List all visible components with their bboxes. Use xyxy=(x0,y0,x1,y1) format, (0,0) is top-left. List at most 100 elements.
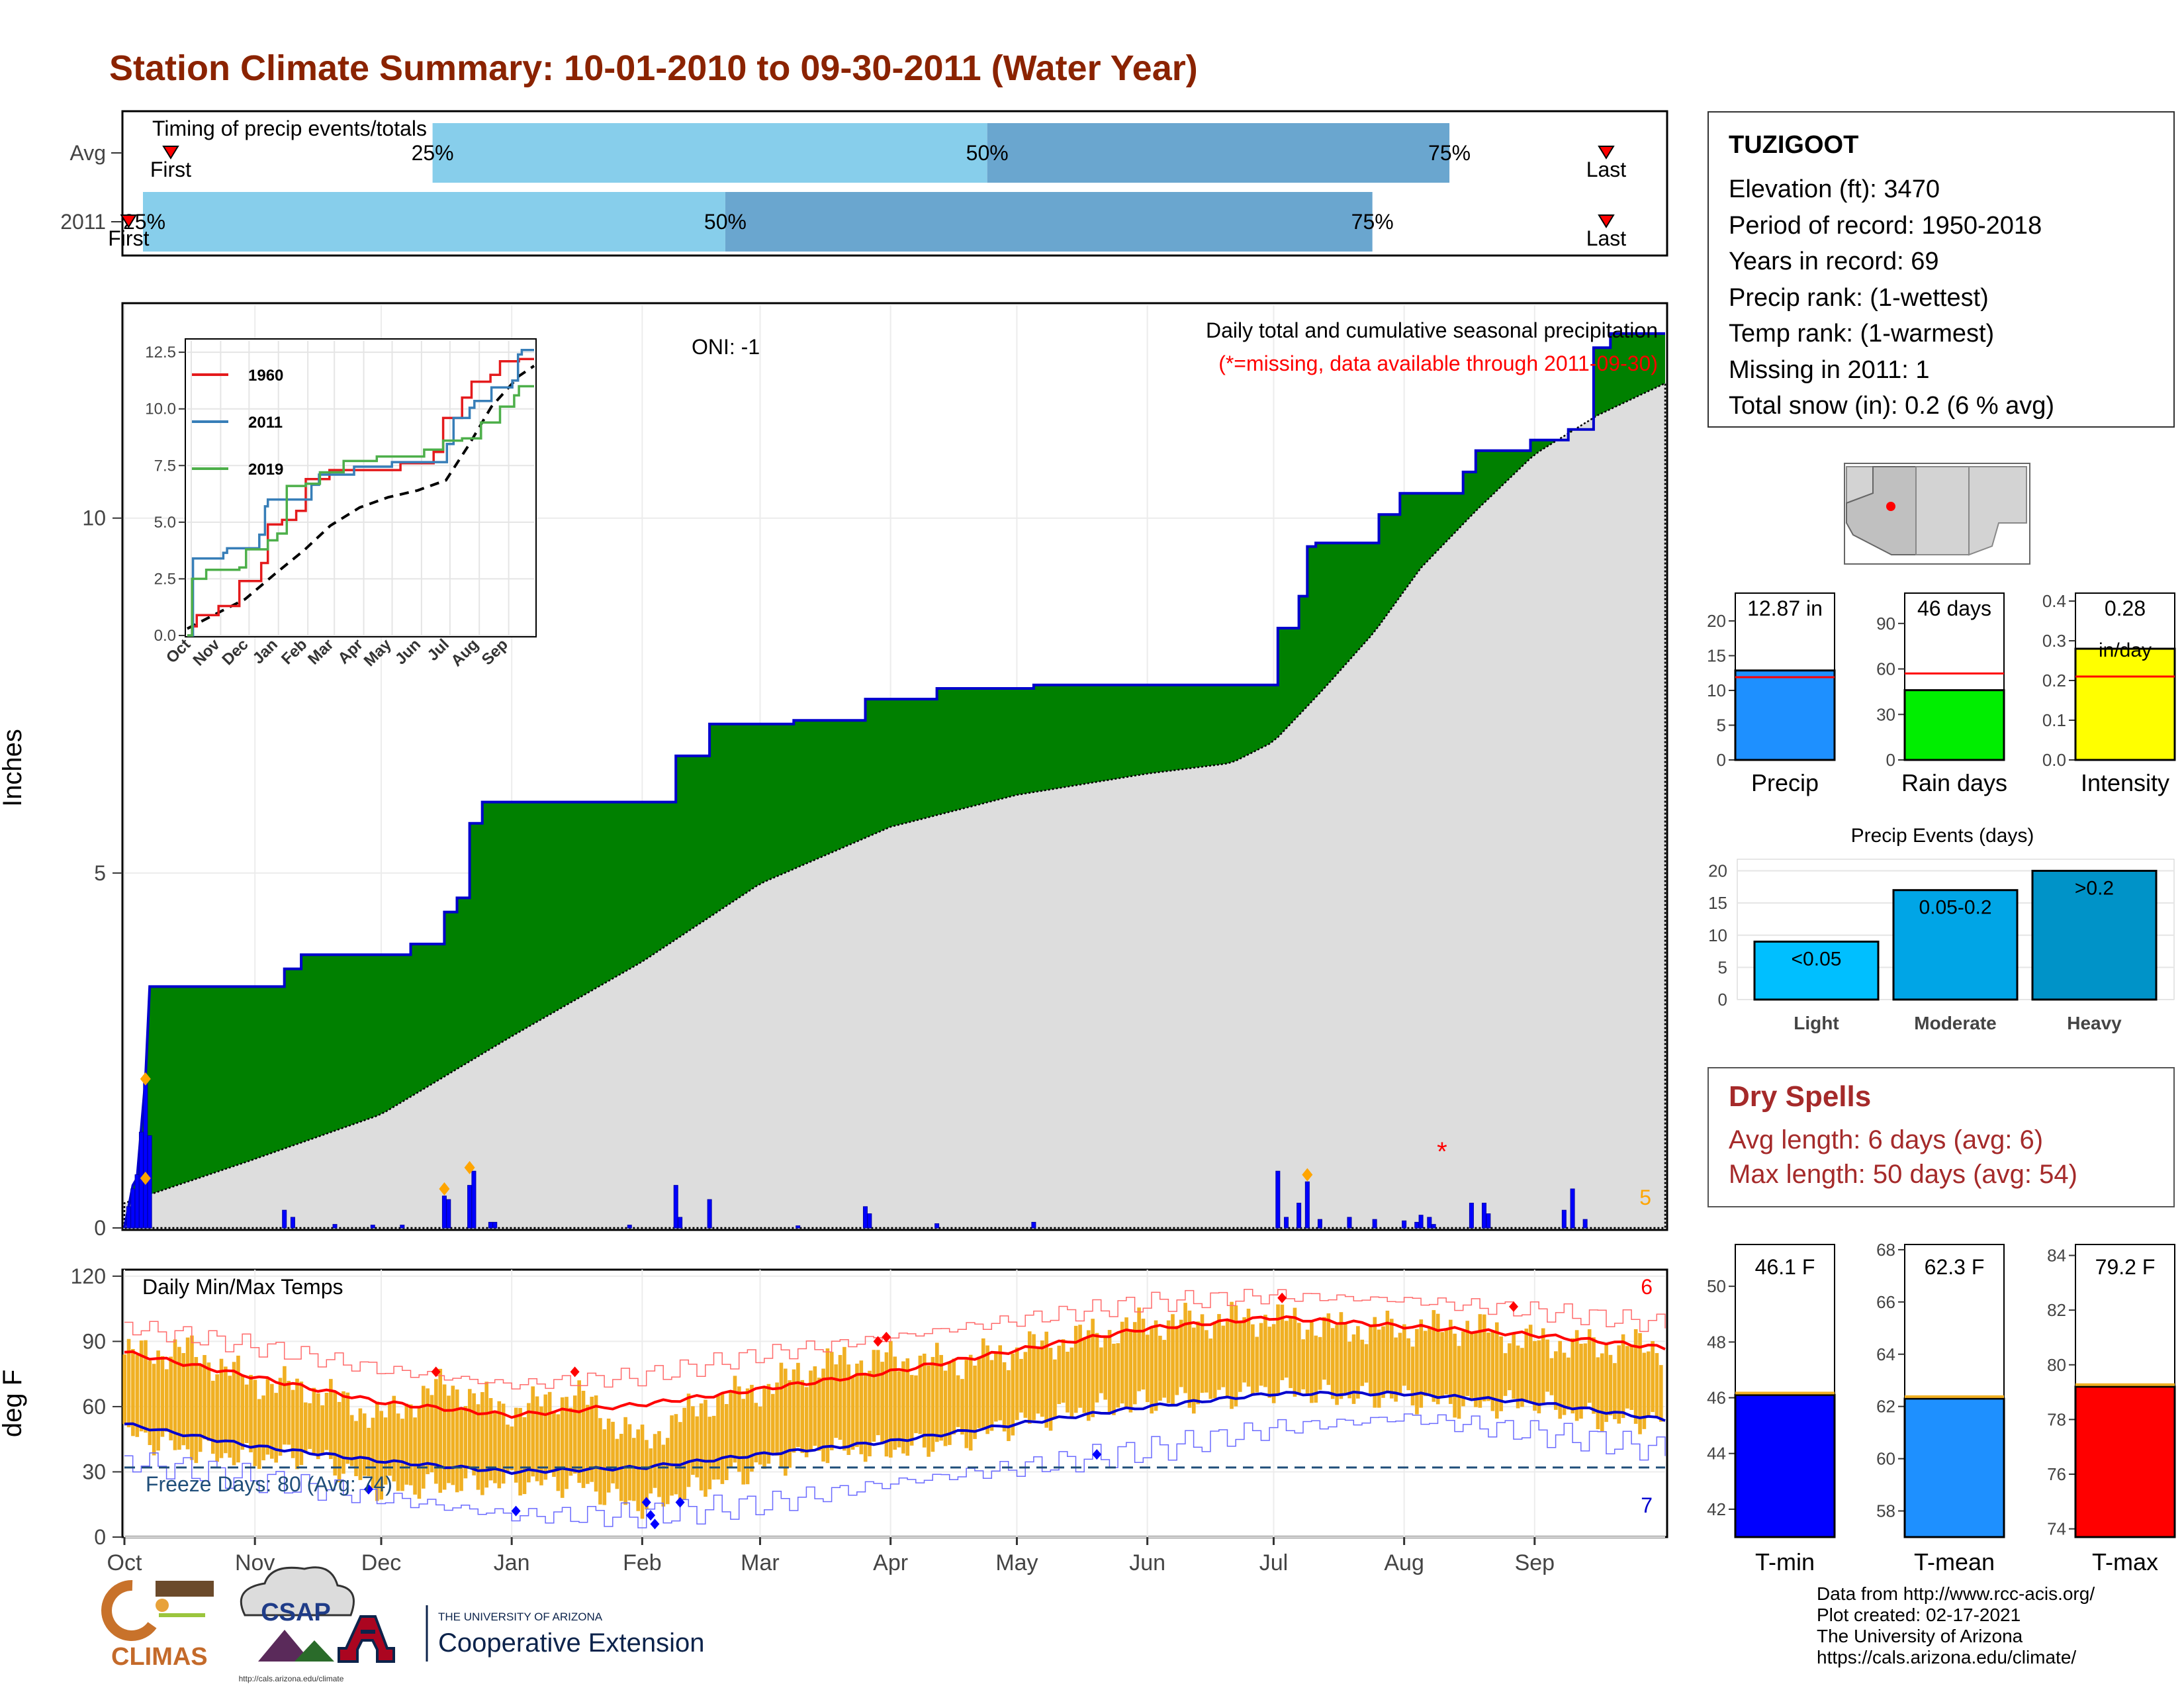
daily-precip-bar xyxy=(1431,1224,1436,1229)
daily-precip-bar xyxy=(488,1221,493,1229)
daily-temp-bar xyxy=(1002,1362,1007,1432)
daily-temp-bar xyxy=(1301,1339,1305,1389)
precip-y-label: Inches xyxy=(0,729,27,807)
daily-temp-bar xyxy=(152,1364,156,1456)
daily-temp-bar xyxy=(518,1407,522,1496)
daily-temp-bar xyxy=(543,1394,548,1480)
summary-bar-label: Intensity xyxy=(2081,769,2169,796)
precip-corner-count: 5 xyxy=(1639,1186,1651,1209)
x-tick-label: Nov xyxy=(235,1550,275,1575)
daily-temp-bar xyxy=(1592,1337,1596,1414)
daily-temp-bar xyxy=(1044,1331,1048,1428)
daily-temp-bar xyxy=(821,1368,825,1462)
daily-record-marker xyxy=(140,1171,151,1185)
y-tick-label: 60 xyxy=(82,1395,106,1419)
daily-temp-bar xyxy=(939,1354,943,1441)
avg-min-line xyxy=(124,1390,1666,1476)
x-tick-label: Sep xyxy=(1515,1550,1555,1575)
daily-temp-bar xyxy=(674,1414,678,1495)
record-low-marker xyxy=(363,1483,373,1495)
temp-bar-value-label: 46.1 F xyxy=(1755,1255,1815,1279)
events-y-tick-label: 15 xyxy=(1708,893,1727,913)
daily-temp-bar xyxy=(1137,1307,1141,1391)
daily-temp-bar xyxy=(1322,1317,1326,1380)
timing-pct-label: 50% xyxy=(966,141,1009,165)
daily-record-marker xyxy=(464,1160,475,1174)
precip-caption: Daily total and cumulative seasonal prec… xyxy=(1206,318,1658,342)
daily-temp-bar xyxy=(257,1399,261,1469)
x-tick-label: Jan xyxy=(494,1550,530,1575)
daily-temp-bar xyxy=(1524,1329,1529,1401)
daily-precip-bar xyxy=(471,1170,477,1229)
freeze-days-label: Freeze Days: 80 (Avg: 74) xyxy=(146,1472,392,1496)
daily-precip-bar xyxy=(332,1224,338,1229)
record-min-line xyxy=(124,1413,1666,1528)
timing-marker xyxy=(1598,146,1615,160)
daily-temp-bar xyxy=(1567,1357,1570,1410)
daily-temp-bar xyxy=(215,1374,219,1462)
daily-temp-bar xyxy=(1019,1358,1023,1413)
daily-temp-bar xyxy=(686,1393,691,1487)
events-y-tick-label: 0 xyxy=(1718,990,1727,1009)
events-bar-label: 0.05-0.2 xyxy=(1919,897,1991,919)
temp-bar-y-tick-label: 64 xyxy=(1876,1344,1895,1364)
daily-temp-bar xyxy=(135,1354,140,1437)
csap-logo-text: CSAP xyxy=(261,1599,331,1626)
arizona-map xyxy=(1844,463,2030,565)
temp-bar-y-tick-label: 80 xyxy=(2047,1355,2066,1375)
events-y-tick-label: 10 xyxy=(1708,925,1727,945)
temp-bar-value-label: 79.2 F xyxy=(2095,1255,2156,1279)
daily-temp-bar xyxy=(868,1370,872,1457)
daily-temp-bar xyxy=(1402,1324,1406,1386)
daily-temp-bar xyxy=(422,1385,426,1489)
inset-series-1960 xyxy=(187,357,534,637)
x-tick-label: May xyxy=(995,1550,1038,1575)
daily-temp-bar xyxy=(1234,1305,1238,1407)
daily-temp-bar xyxy=(796,1362,800,1447)
daily-temp-bar xyxy=(834,1364,838,1438)
daily-temp-bar xyxy=(1369,1324,1373,1395)
temp-bar-y-tick-label: 58 xyxy=(1876,1501,1895,1521)
daily-temp-bar xyxy=(1558,1340,1562,1419)
daily-temp-bar xyxy=(905,1358,910,1456)
daily-temp-bar xyxy=(800,1380,805,1454)
events-bar-label: <0.05 xyxy=(1792,948,1842,970)
temp-bar-y-tick-label: 48 xyxy=(1707,1332,1726,1352)
inset-chart: 0.02.55.07.510.012.5OctNovDecJanFebMarAp… xyxy=(145,338,537,670)
daily-temp-bar xyxy=(1305,1329,1310,1394)
timing-bar-late xyxy=(987,123,1450,183)
daily-temp-bar xyxy=(1230,1301,1234,1409)
inset-series-2019 xyxy=(187,385,534,637)
temp-bar-y-tick-label: 44 xyxy=(1707,1444,1726,1464)
daily-temp-bar xyxy=(1225,1321,1230,1397)
daily-temp-bar xyxy=(817,1378,821,1451)
summary-bar-label: Precip xyxy=(1751,769,1819,796)
daily-temp-bar xyxy=(404,1403,409,1485)
daily-temp-bar xyxy=(1259,1323,1263,1386)
daily-temp-bar xyxy=(539,1406,543,1485)
daily-temp-bar xyxy=(497,1401,502,1489)
daily-temp-bar xyxy=(678,1422,682,1501)
dry-spells-max: Max length: 50 days (avg: 54) xyxy=(1729,1160,2077,1189)
daily-temp-bar xyxy=(1007,1370,1011,1441)
daily-temp-bar xyxy=(952,1358,956,1434)
daily-temp-bar xyxy=(1435,1313,1440,1405)
daily-precip-bar xyxy=(1418,1215,1424,1229)
daily-precip-bar xyxy=(1347,1217,1352,1229)
daily-temp-bar xyxy=(813,1366,817,1446)
precip-events-chart: Precip Events (days) 0 5 10 15 20 <0.05 Light 0… xyxy=(1708,825,2175,1033)
summary-y-tick-label: 0 xyxy=(1886,750,1895,770)
daily-temp-bar xyxy=(627,1424,632,1501)
daily-temp-bar xyxy=(547,1391,552,1473)
ua-small-text: THE UNIVERSITY OF ARIZONA xyxy=(438,1611,603,1623)
timing-pct-label: 25% xyxy=(412,141,454,165)
daily-temp-bar xyxy=(581,1391,586,1488)
daily-temp-bar xyxy=(1343,1323,1347,1394)
missing-day-marker: * xyxy=(1437,1137,1447,1166)
daily-temp-bar xyxy=(1453,1333,1457,1418)
daily-temp-bar xyxy=(1032,1334,1036,1421)
x-tick-label: Dec xyxy=(361,1550,401,1575)
daily-temp-bar xyxy=(1465,1321,1470,1396)
daily-temp-bar xyxy=(615,1438,619,1489)
daily-temp-bar xyxy=(194,1356,199,1464)
